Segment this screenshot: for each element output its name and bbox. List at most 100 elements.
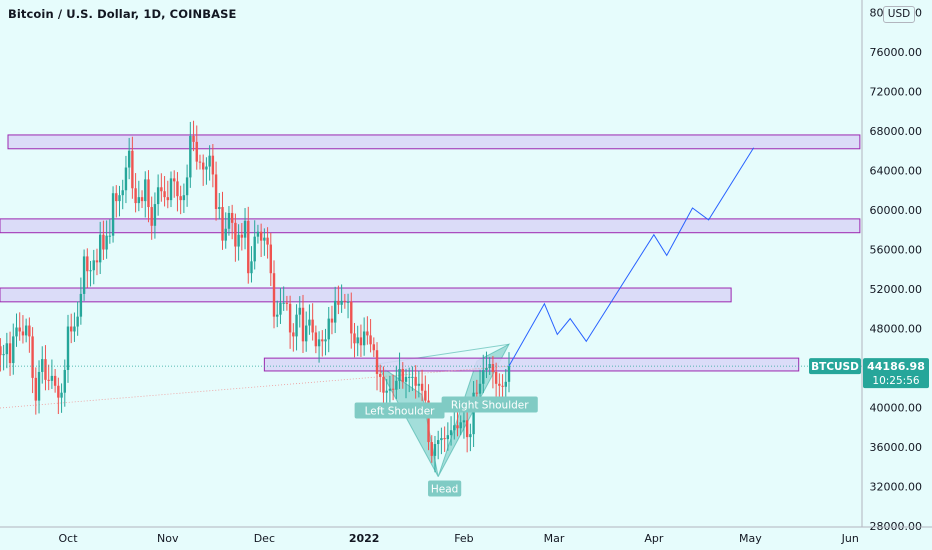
candle-body [292,332,295,337]
candle [330,305,334,335]
candle [28,317,31,353]
candle [327,306,330,353]
candle [446,422,450,451]
pattern-label-text: Head [431,483,458,495]
candle-body [150,207,153,226]
candle [92,249,95,285]
candle-body [346,301,350,303]
y-tick-label: 64000.00 [870,165,923,178]
candle-body [124,167,128,191]
candle [108,219,112,244]
candle-body [34,377,38,401]
symbol-tag-bg [809,358,861,375]
candle-body [66,326,70,370]
candle-body [449,430,453,436]
candle [105,220,108,259]
pattern-label-text: Left Shoulder [365,405,436,417]
candle [317,331,321,363]
x-tick-label: May [739,532,762,545]
candle-body [491,364,495,372]
candle-body [263,237,266,241]
candle [12,323,15,375]
candle [301,294,305,353]
candle [420,369,424,402]
candle [201,154,205,186]
y-tick-label: 32000.00 [870,481,923,494]
candle-body [417,383,421,386]
candle [382,366,385,407]
candle-body [507,366,511,382]
candle-body [15,327,18,337]
candle-body [494,371,498,384]
candle [47,364,50,391]
candle [95,248,99,276]
candle [482,354,485,394]
candle-body [224,228,227,241]
candle [179,185,182,215]
candle-body [259,231,263,241]
candle-body [288,303,292,333]
candle [462,412,466,439]
candle-body [108,235,112,237]
candle [208,145,211,181]
candle-body [256,231,260,237]
candle [456,408,459,437]
candle [147,170,150,223]
candle [436,430,440,460]
candle-body [205,166,208,170]
candle-body [498,383,501,386]
candle [102,220,105,260]
candle-body [47,379,50,381]
candle-body [337,300,340,305]
candle [250,246,253,283]
candle-body [469,434,472,438]
y-tick-label: 72000.00 [870,86,923,99]
candle [18,312,21,341]
resistance-zone [0,287,732,303]
pattern-label-bg [354,402,445,419]
candle-body [208,155,211,167]
candle-body [379,373,382,377]
candle-body [266,237,269,245]
candle-body [404,376,408,382]
candle-body [12,336,15,364]
candle-body [462,420,466,423]
candle-body [433,444,437,456]
candle-body [465,420,469,438]
candle [118,185,121,217]
candle [124,155,128,204]
candle [205,157,208,185]
candle-body [144,179,147,202]
candle [237,224,240,261]
candle [362,317,366,356]
candle-body [317,339,321,347]
candle-body [295,314,298,337]
currency-button[interactable]: USD [883,6,915,23]
pattern-label-bg [428,480,462,497]
candle-body [375,350,379,374]
candle [491,355,495,389]
candle [34,367,38,415]
candle [485,351,488,379]
candle-body [31,336,34,378]
candle [98,221,102,274]
candle [89,260,92,287]
candle-body [176,181,179,197]
candle [70,313,73,344]
candle-body [272,273,276,317]
candle-body [269,244,272,274]
candle-body [240,234,244,238]
candle-body [395,380,398,390]
candle-body [453,425,456,431]
candle [398,352,401,389]
candle-body [227,212,231,229]
candle-body [475,392,479,394]
candle [230,204,234,240]
x-tick-label: Apr [644,532,664,545]
candle-body [160,187,163,192]
candle-body [427,400,430,443]
candle-body [353,333,356,344]
candle-body [391,388,395,390]
candle [169,171,173,208]
